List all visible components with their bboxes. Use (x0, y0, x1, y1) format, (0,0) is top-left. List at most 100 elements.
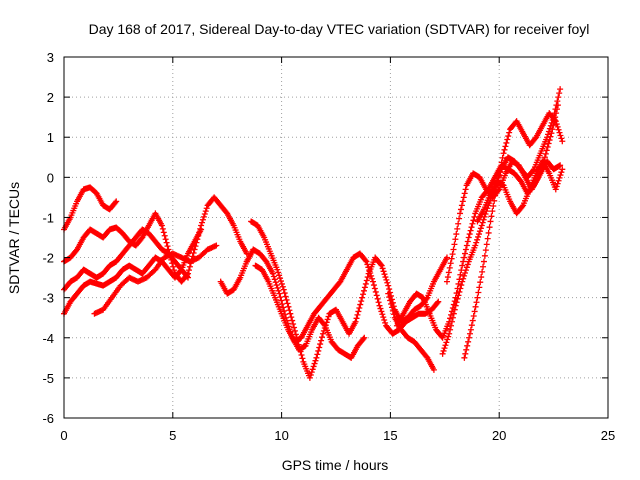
data-point (479, 268, 486, 275)
data-point (273, 282, 280, 289)
data-point (443, 254, 450, 261)
series-11 (393, 158, 564, 341)
data-point (113, 198, 120, 205)
data-point (543, 147, 550, 154)
data-point (463, 242, 470, 249)
data-point (298, 351, 305, 358)
data-point (462, 350, 469, 357)
data-point (455, 292, 462, 299)
data-point (497, 164, 504, 171)
data-point (316, 344, 323, 351)
data-point (474, 294, 481, 301)
data-point (445, 269, 452, 276)
x-tick-label: 15 (383, 428, 397, 443)
data-point (475, 289, 482, 296)
data-point (185, 274, 192, 281)
data-point (459, 198, 466, 205)
data-point (199, 216, 206, 223)
data-point (480, 263, 487, 270)
data-point (468, 322, 475, 329)
x-tick-label: 5 (169, 428, 176, 443)
data-point (359, 294, 366, 301)
data-point (170, 263, 177, 270)
data-point (450, 246, 457, 253)
chart-title: Day 168 of 2017, Sidereal Day-to-day VTE… (89, 21, 590, 37)
data-point (308, 369, 315, 376)
data-point (269, 270, 276, 277)
data-point (485, 229, 492, 236)
data-point (373, 292, 380, 299)
data-point (474, 236, 481, 243)
data-point (198, 226, 205, 233)
data-point (201, 211, 208, 218)
data-point (287, 310, 294, 317)
data-point (555, 126, 562, 133)
data-point (471, 308, 478, 315)
data-point (353, 315, 360, 322)
data-point (483, 241, 490, 248)
data-point (390, 311, 397, 318)
data-point (161, 232, 168, 239)
data-point (457, 285, 464, 292)
data-point (500, 150, 507, 157)
data-point (519, 203, 526, 210)
data-point (203, 205, 210, 212)
data-point (275, 287, 282, 294)
tick-marks (63, 56, 609, 419)
data-point (556, 90, 563, 97)
data-point (458, 202, 465, 209)
data-point (363, 277, 370, 284)
series-9 (252, 250, 442, 345)
data-point (454, 225, 461, 232)
data-point (162, 236, 169, 243)
data-point (274, 266, 281, 273)
data-point (270, 273, 277, 280)
data-point (460, 258, 467, 265)
data-point (447, 260, 454, 267)
data-point (470, 313, 477, 320)
data-point (461, 354, 468, 361)
data-point (555, 94, 562, 101)
data-point (382, 274, 389, 281)
data-point (291, 324, 298, 331)
data-point (491, 197, 498, 204)
data-point (504, 136, 511, 143)
data-point (459, 262, 466, 269)
data-point (388, 304, 395, 311)
data-point (430, 366, 437, 373)
data-point (299, 355, 306, 362)
data-point (558, 135, 565, 142)
data-point (555, 177, 562, 184)
data-point (502, 143, 509, 150)
data-point (369, 278, 376, 285)
data-points (61, 86, 566, 381)
data-point (467, 326, 474, 333)
data-point (506, 129, 513, 136)
data-point (364, 261, 371, 268)
data-point (465, 338, 472, 345)
data-point (378, 262, 385, 269)
data-point (280, 286, 287, 293)
data-point (271, 276, 278, 283)
data-point (380, 314, 387, 321)
data-point (387, 297, 394, 304)
data-point (325, 313, 332, 320)
data-point (461, 272, 468, 279)
data-point (281, 290, 288, 297)
data-point (164, 243, 171, 250)
data-point (557, 86, 564, 93)
data-point (496, 168, 503, 175)
data-point (379, 311, 386, 318)
data-point (366, 267, 373, 274)
data-point (551, 117, 558, 124)
series-1 (61, 184, 120, 233)
data-point (284, 300, 291, 307)
data-point (112, 199, 119, 206)
data-point (199, 219, 206, 226)
data-point (324, 316, 331, 323)
y-tick-label: 3 (47, 50, 54, 65)
plot-border (63, 56, 609, 419)
data-point (442, 342, 449, 349)
data-point (385, 282, 392, 289)
